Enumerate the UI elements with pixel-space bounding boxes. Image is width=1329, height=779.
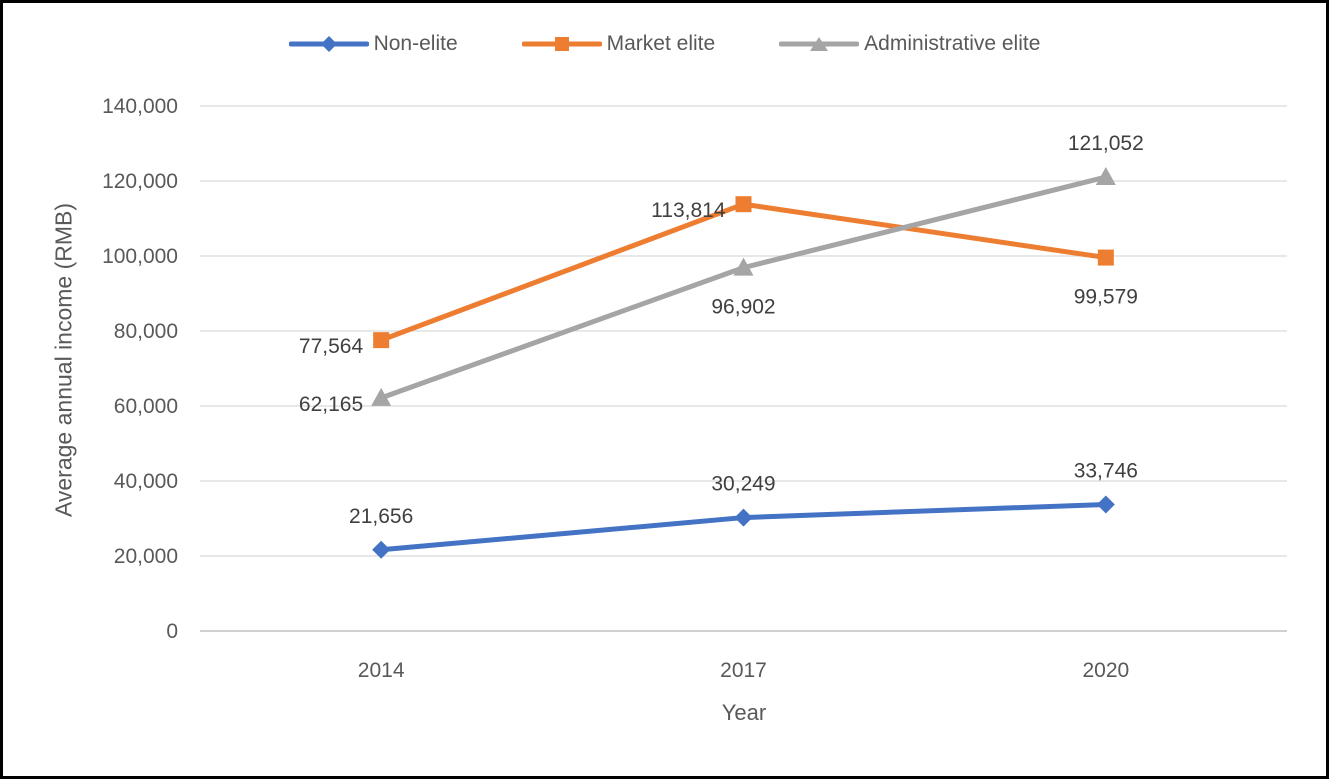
x-tick-label: 2020 <box>1082 659 1129 682</box>
legend-triangle-icon <box>779 37 860 51</box>
data-label: 77,564 <box>299 335 364 358</box>
y-tick-label: 100,000 <box>102 245 178 268</box>
legend-square-icon <box>521 37 602 51</box>
marker-diamond-icon <box>372 540 391 559</box>
x-tick-label: 2017 <box>720 659 767 682</box>
marker-triangle-icon <box>371 387 392 406</box>
legend-label: Administrative elite <box>864 32 1041 55</box>
marker-square-icon <box>1097 249 1114 266</box>
marker-diamond-icon <box>734 508 753 527</box>
y-tick-label: 80,000 <box>114 320 178 343</box>
data-label: 99,579 <box>1074 286 1138 309</box>
y-tick-label: 120,000 <box>102 170 178 193</box>
y-tick-label: 140,000 <box>102 95 178 118</box>
data-label: 113,814 <box>651 199 726 222</box>
y-tick-label: 0 <box>166 620 178 643</box>
legend-entry-administrative-elite: Administrative elite <box>779 32 1040 56</box>
data-label: 21,656 <box>349 505 413 528</box>
legend-label: Non-elite <box>373 32 458 55</box>
data-label: 62,165 <box>299 393 363 416</box>
data-label: 96,902 <box>711 296 775 319</box>
legend: Non-elite Market elite Administrative elit… <box>0 32 1329 56</box>
legend-entry-market-elite: Market elite <box>521 32 716 56</box>
y-tick-label: 60,000 <box>114 395 178 418</box>
legend-diamond-icon <box>288 36 369 52</box>
legend-label: Market elite <box>606 32 716 55</box>
marker-diamond-icon <box>1096 495 1115 514</box>
x-tick-label: 2014 <box>358 659 405 682</box>
y-tick-label: 40,000 <box>114 470 178 493</box>
marker-square-icon <box>735 196 752 213</box>
data-label: 121,052 <box>1068 132 1144 155</box>
marker-square-icon <box>373 332 390 349</box>
x-axis-title: Year <box>721 700 767 725</box>
data-label: 33,746 <box>1074 459 1138 482</box>
y-tick-label: 20,000 <box>114 545 178 568</box>
marker-triangle-icon <box>733 257 754 276</box>
marker-triangle-icon <box>1095 167 1116 186</box>
data-label: 30,249 <box>711 473 775 496</box>
y-axis-title: Average annual income (RMB) <box>50 202 77 518</box>
legend-entry-non-elite: Non-elite <box>288 32 458 56</box>
